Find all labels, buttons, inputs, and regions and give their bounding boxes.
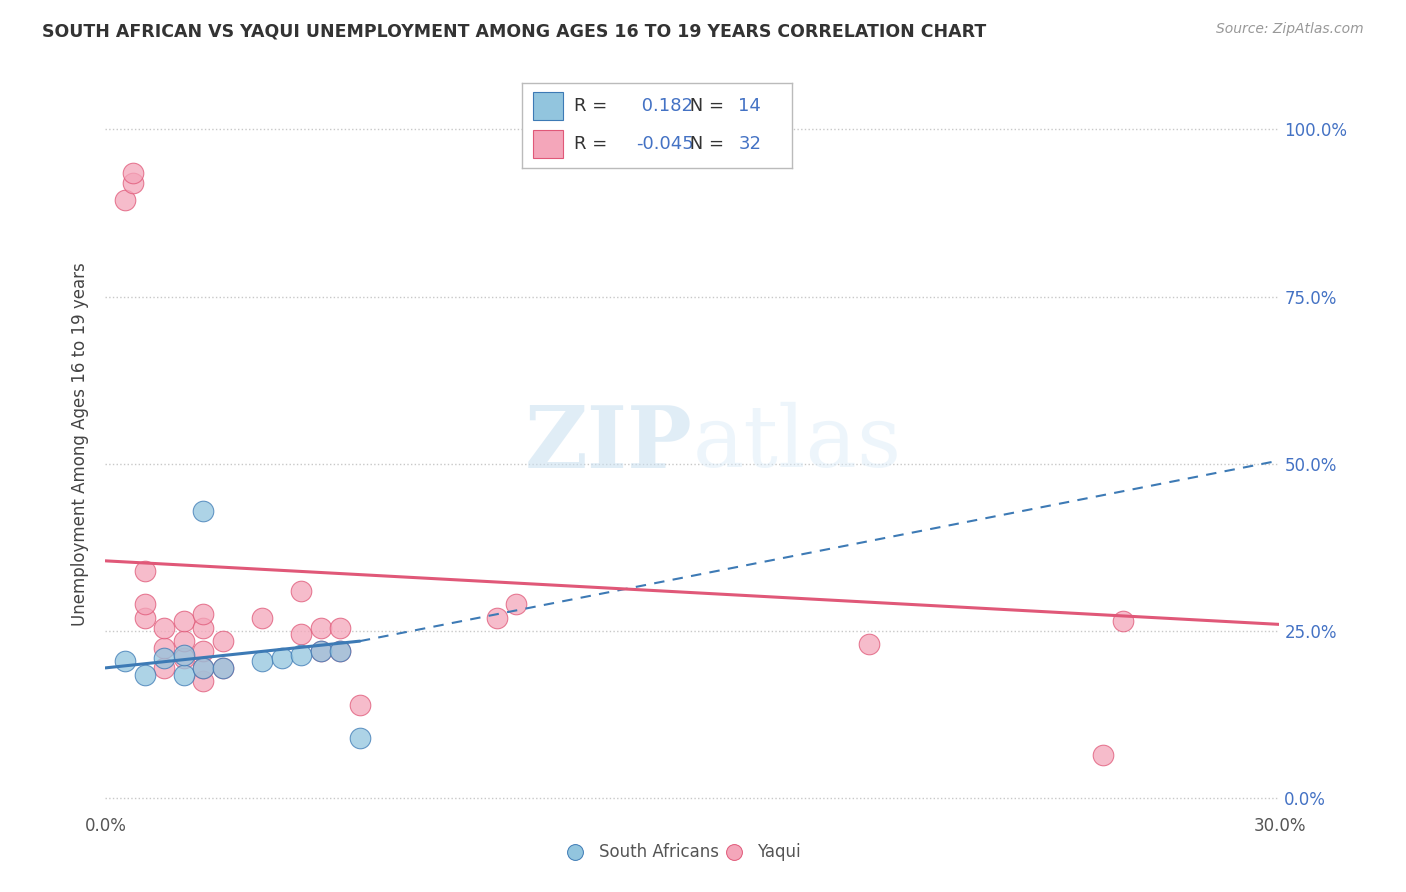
Point bbox=[290, 583, 312, 598]
Point bbox=[173, 614, 195, 628]
Point bbox=[193, 503, 215, 517]
Point bbox=[114, 193, 136, 207]
Point bbox=[153, 621, 176, 635]
Point bbox=[309, 644, 332, 658]
Point bbox=[193, 661, 215, 675]
Point bbox=[1112, 614, 1135, 628]
Text: Source: ZipAtlas.com: Source: ZipAtlas.com bbox=[1216, 22, 1364, 37]
Point bbox=[290, 648, 312, 662]
Point bbox=[134, 667, 156, 681]
Point bbox=[134, 598, 156, 612]
Point bbox=[153, 661, 176, 675]
Point bbox=[329, 644, 352, 658]
Point bbox=[153, 640, 176, 655]
Point bbox=[270, 651, 292, 665]
Point bbox=[329, 644, 352, 658]
Point bbox=[858, 637, 880, 651]
Point bbox=[173, 648, 195, 662]
Point bbox=[121, 166, 143, 180]
Text: SOUTH AFRICAN VS YAQUI UNEMPLOYMENT AMONG AGES 16 TO 19 YEARS CORRELATION CHART: SOUTH AFRICAN VS YAQUI UNEMPLOYMENT AMON… bbox=[42, 22, 987, 40]
Point bbox=[329, 621, 352, 635]
Point bbox=[153, 651, 176, 665]
Point bbox=[211, 661, 233, 675]
Point bbox=[290, 627, 312, 641]
Y-axis label: Unemployment Among Ages 16 to 19 years: Unemployment Among Ages 16 to 19 years bbox=[72, 262, 90, 625]
Point bbox=[193, 607, 215, 622]
Point bbox=[173, 667, 195, 681]
Point bbox=[114, 654, 136, 668]
Point bbox=[250, 610, 273, 624]
Text: atlas: atlas bbox=[693, 402, 901, 485]
Point bbox=[134, 564, 156, 578]
Point bbox=[505, 598, 527, 612]
Text: ZIP: ZIP bbox=[524, 401, 693, 486]
Point bbox=[250, 654, 273, 668]
Point bbox=[173, 651, 195, 665]
Point bbox=[211, 634, 233, 648]
Text: Yaqui: Yaqui bbox=[756, 843, 800, 861]
Point bbox=[349, 698, 371, 712]
Point bbox=[193, 674, 215, 689]
Point bbox=[211, 661, 233, 675]
Point bbox=[134, 610, 156, 624]
Text: South Africans: South Africans bbox=[599, 843, 718, 861]
Point bbox=[193, 644, 215, 658]
Point bbox=[349, 731, 371, 746]
Point bbox=[193, 661, 215, 675]
Point bbox=[121, 176, 143, 190]
Point bbox=[485, 610, 508, 624]
Point bbox=[309, 644, 332, 658]
Point bbox=[173, 634, 195, 648]
Point bbox=[193, 621, 215, 635]
Point bbox=[1092, 747, 1115, 762]
Point bbox=[309, 621, 332, 635]
